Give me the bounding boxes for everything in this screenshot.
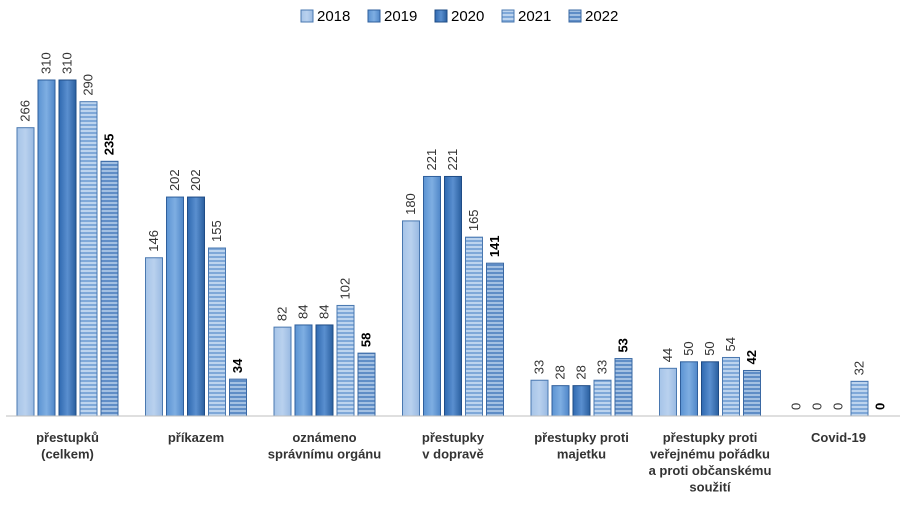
value-label-2018-cat2: 82 [275, 307, 290, 321]
bar-2022-cat2 [357, 352, 376, 417]
category-label-4-line1: majetku [557, 447, 606, 462]
bar-2020-cat5 [701, 361, 719, 417]
value-label-2020-cat4: 28 [574, 365, 589, 379]
category-label-2-line1: správnímu orgánu [268, 447, 381, 462]
legend-swatch-2020 [434, 9, 448, 23]
value-label-2020-cat5: 50 [702, 341, 717, 355]
legend-swatch-2022 [568, 9, 582, 23]
value-label-2022-cat2: 58 [359, 333, 374, 347]
bar-2022-cat4 [614, 358, 633, 417]
category-label-0-line1: (celkem) [41, 447, 94, 462]
value-label-2020-cat3: 221 [445, 149, 460, 171]
value-label-2022-cat4: 53 [616, 338, 631, 352]
bar-2020-cat3 [444, 175, 462, 417]
value-label-2022-cat0: 235 [102, 134, 117, 156]
bars [16, 79, 869, 417]
value-label-2019-cat4: 28 [553, 365, 568, 379]
bar-2021-cat0 [79, 101, 98, 417]
legend-label-2018: 2018 [317, 8, 350, 25]
value-label-2021-cat4: 33 [595, 360, 610, 374]
category-label-5-line1: veřejnému pořádku [650, 447, 770, 462]
bar-2021-cat4 [593, 379, 612, 417]
value-label-2018-cat1: 146 [146, 230, 161, 252]
legend-label-2020: 2020 [451, 8, 484, 25]
bar-2019-cat1 [166, 196, 184, 417]
value-label-2020-cat1: 202 [188, 169, 203, 191]
value-label-2019-cat6: 0 [810, 403, 825, 410]
bar-2020-cat0 [58, 79, 77, 417]
category-label-6-line0: Covid-19 [811, 430, 866, 445]
value-label-2021-cat3: 165 [466, 209, 481, 231]
value-label-2018-cat0: 266 [18, 100, 33, 122]
category-label-2-line0: oznámeno [292, 430, 356, 445]
bar-2018-cat0 [16, 127, 35, 417]
legend-swatch-2018 [300, 9, 314, 23]
bar-2021-cat5 [722, 356, 740, 417]
bar-2018-cat4 [530, 379, 549, 417]
bar-2020-cat4 [572, 385, 591, 417]
bar-2021-cat6 [850, 380, 869, 417]
bar-2022-cat1 [229, 378, 247, 417]
bar-2020-cat2 [315, 324, 334, 417]
value-label-2021-cat1: 155 [209, 220, 224, 242]
bar-2019-cat4 [551, 385, 570, 417]
legend: 2018 2019 2020 2021 2022 [300, 8, 618, 25]
bar-2021-cat1 [208, 247, 226, 417]
value-label-2022-cat6: 0 [873, 403, 888, 410]
value-label-2021-cat6: 32 [852, 361, 867, 375]
bar-2018-cat2 [273, 326, 292, 417]
bar-2021-cat2 [336, 304, 355, 417]
category-label-1-line0: příkazem [168, 430, 224, 445]
bar-2018-cat5 [659, 367, 677, 417]
value-label-2020-cat2: 84 [317, 304, 332, 318]
value-label-2020-cat6: 0 [831, 403, 846, 410]
category-label-5-line2: a proti občanskému [649, 463, 772, 478]
category-label-5-line3: soužití [689, 480, 731, 495]
bar-2021-cat3 [465, 236, 483, 417]
value-label-2019-cat0: 310 [39, 52, 54, 74]
value-label-2020-cat0: 310 [60, 52, 75, 74]
value-label-2018-cat6: 0 [789, 403, 804, 410]
bar-2019-cat5 [680, 361, 698, 417]
bar-2018-cat3 [402, 220, 420, 417]
value-label-2022-cat3: 141 [487, 235, 502, 257]
value-label-2018-cat4: 33 [532, 360, 547, 374]
value-label-2021-cat5: 54 [723, 337, 738, 351]
legend-label-2022: 2022 [585, 8, 618, 25]
value-label-2021-cat0: 290 [81, 74, 96, 96]
bar-2020-cat1 [187, 196, 205, 417]
category-label-0-line0: přestupků [36, 430, 99, 445]
value-label-2019-cat2: 84 [296, 304, 311, 318]
bar-2022-cat3 [486, 262, 504, 417]
category-label-3-line1: v dopravě [422, 447, 483, 462]
bar-2022-cat5 [743, 369, 761, 417]
category-labels: přestupků (celkem) příkazem oznámeno správní… [36, 430, 866, 495]
value-label-2019-cat1: 202 [167, 169, 182, 191]
legend-label-2019: 2019 [384, 8, 417, 25]
bar-2018-cat1 [145, 257, 163, 417]
category-label-3-line0: přestupky [422, 430, 485, 445]
legend-swatch-2019 [367, 9, 381, 23]
bar-2019-cat2 [294, 324, 313, 417]
legend-label-2021: 2021 [518, 8, 551, 25]
value-label-2018-cat5: 44 [660, 348, 675, 362]
value-labels: 266 310 310 290 235 146 202 202 155 34 82 84 84 102 58… [18, 52, 888, 410]
category-label-5-line0: přestupky proti [663, 430, 758, 445]
value-label-2022-cat1: 34 [230, 358, 245, 373]
category-label-4-line0: přestupky proti [534, 430, 629, 445]
value-label-2019-cat5: 50 [681, 341, 696, 355]
value-label-2019-cat3: 221 [424, 149, 439, 171]
value-label-2022-cat5: 42 [744, 350, 759, 364]
value-label-2021-cat2: 102 [338, 278, 353, 300]
bar-2022-cat0 [100, 160, 119, 417]
bar-2019-cat3 [423, 175, 441, 417]
bar-2019-cat0 [37, 79, 56, 417]
legend-swatch-2021 [501, 9, 515, 23]
value-label-2018-cat3: 180 [403, 193, 418, 215]
